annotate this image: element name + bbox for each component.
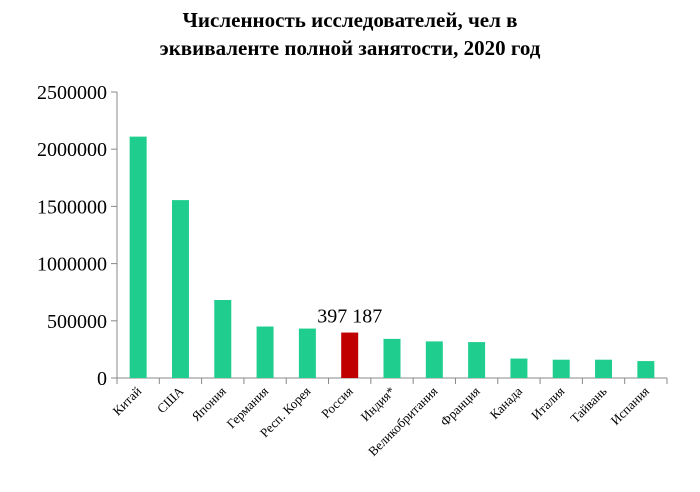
y-tick-label: 500000	[47, 311, 107, 333]
bar	[214, 299, 232, 378]
chart-title-line-2: эквиваленте полной занятости, 2020 год	[159, 36, 541, 60]
bar	[425, 341, 443, 378]
y-tick-label: 2500000	[37, 82, 107, 104]
y-tick-label: 2000000	[37, 139, 107, 161]
x-tick-label: Китай	[109, 383, 144, 418]
bar	[637, 361, 655, 378]
bar	[256, 326, 274, 378]
chart-title: Численность исследователей, чел в эквива…	[0, 6, 700, 62]
data-label: 397 187	[317, 306, 382, 328]
bar	[552, 359, 570, 378]
x-tick-label: Тайвань	[567, 383, 609, 425]
bar	[595, 359, 613, 378]
bar	[510, 358, 528, 378]
bar	[171, 200, 189, 378]
bar	[383, 338, 401, 378]
y-tick-label: 1000000	[37, 254, 107, 276]
x-tick-label: Италия	[528, 384, 567, 423]
y-tick-label: 1500000	[37, 196, 107, 218]
x-tick-label: Испания	[608, 384, 652, 428]
x-tick-label: США	[154, 383, 187, 416]
x-tick-label: Индия*	[358, 384, 399, 425]
chart-title-line-1: Численность исследователей, чел в	[182, 8, 518, 32]
x-tick-label: Япония	[189, 384, 229, 424]
bar	[298, 328, 316, 378]
bar	[341, 332, 359, 378]
x-tick-label: Канада	[487, 383, 526, 422]
y-tick-label: 0	[97, 368, 107, 390]
bar	[129, 136, 147, 378]
x-tick-label: Россия	[318, 384, 356, 422]
bar	[468, 342, 486, 378]
x-tick-label: Франция	[437, 384, 483, 430]
